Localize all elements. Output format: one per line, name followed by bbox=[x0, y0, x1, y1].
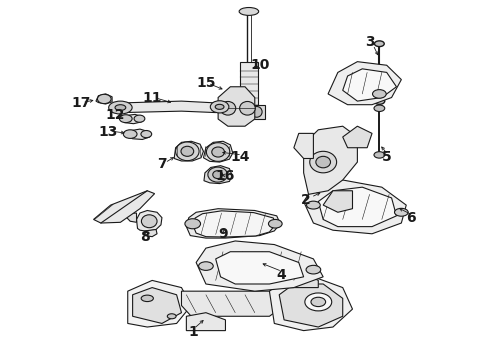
Ellipse shape bbox=[206, 143, 230, 161]
Ellipse shape bbox=[167, 314, 176, 319]
Polygon shape bbox=[233, 105, 265, 119]
Text: 15: 15 bbox=[196, 76, 216, 90]
Polygon shape bbox=[181, 291, 284, 316]
Polygon shape bbox=[279, 284, 343, 327]
Polygon shape bbox=[218, 87, 255, 126]
Polygon shape bbox=[318, 187, 396, 226]
Text: 3: 3 bbox=[365, 35, 374, 49]
Ellipse shape bbox=[120, 115, 132, 123]
Polygon shape bbox=[108, 101, 223, 113]
Polygon shape bbox=[328, 62, 401, 105]
Polygon shape bbox=[145, 229, 157, 237]
Polygon shape bbox=[304, 126, 357, 194]
Polygon shape bbox=[174, 141, 203, 161]
Polygon shape bbox=[133, 288, 181, 323]
Ellipse shape bbox=[109, 101, 132, 114]
Polygon shape bbox=[284, 273, 318, 288]
Polygon shape bbox=[186, 209, 280, 238]
Ellipse shape bbox=[251, 107, 262, 117]
Polygon shape bbox=[270, 277, 352, 330]
Polygon shape bbox=[193, 211, 275, 237]
Polygon shape bbox=[203, 141, 233, 162]
Polygon shape bbox=[127, 213, 137, 222]
Ellipse shape bbox=[374, 105, 385, 112]
Ellipse shape bbox=[198, 262, 213, 270]
Text: 11: 11 bbox=[143, 90, 162, 104]
Ellipse shape bbox=[306, 265, 321, 274]
Polygon shape bbox=[216, 252, 304, 284]
Text: 13: 13 bbox=[98, 125, 118, 139]
Text: 17: 17 bbox=[72, 96, 91, 110]
Polygon shape bbox=[240, 62, 258, 108]
Ellipse shape bbox=[316, 156, 331, 168]
Text: 16: 16 bbox=[216, 170, 235, 183]
Ellipse shape bbox=[175, 142, 199, 161]
Ellipse shape bbox=[141, 131, 152, 138]
Text: 9: 9 bbox=[218, 227, 228, 241]
Ellipse shape bbox=[307, 201, 320, 209]
Ellipse shape bbox=[210, 101, 229, 113]
Ellipse shape bbox=[115, 105, 126, 111]
Polygon shape bbox=[343, 126, 372, 148]
Ellipse shape bbox=[374, 98, 385, 104]
Text: 1: 1 bbox=[189, 325, 198, 339]
Ellipse shape bbox=[311, 297, 326, 307]
Polygon shape bbox=[96, 94, 112, 104]
Text: 8: 8 bbox=[140, 230, 150, 244]
Ellipse shape bbox=[240, 102, 255, 115]
Ellipse shape bbox=[215, 104, 224, 109]
Polygon shape bbox=[94, 191, 155, 223]
Ellipse shape bbox=[212, 147, 224, 157]
Polygon shape bbox=[127, 129, 150, 139]
Ellipse shape bbox=[123, 130, 137, 138]
Polygon shape bbox=[304, 180, 406, 234]
Ellipse shape bbox=[237, 107, 247, 117]
Ellipse shape bbox=[142, 215, 157, 228]
Text: 10: 10 bbox=[250, 58, 270, 72]
Polygon shape bbox=[204, 166, 232, 184]
Ellipse shape bbox=[181, 146, 194, 156]
Text: 12: 12 bbox=[106, 108, 125, 122]
Ellipse shape bbox=[310, 151, 337, 173]
Polygon shape bbox=[196, 241, 323, 291]
Ellipse shape bbox=[220, 102, 236, 115]
Ellipse shape bbox=[239, 8, 259, 15]
Text: 4: 4 bbox=[277, 268, 287, 282]
Ellipse shape bbox=[374, 152, 385, 158]
Ellipse shape bbox=[394, 208, 408, 216]
Ellipse shape bbox=[98, 94, 111, 104]
Polygon shape bbox=[186, 313, 225, 330]
Text: 2: 2 bbox=[301, 193, 311, 207]
Polygon shape bbox=[294, 134, 314, 158]
Text: 7: 7 bbox=[157, 157, 167, 171]
Ellipse shape bbox=[185, 219, 200, 229]
Text: 5: 5 bbox=[382, 150, 392, 164]
Ellipse shape bbox=[305, 293, 332, 311]
Ellipse shape bbox=[269, 220, 282, 228]
Text: 6: 6 bbox=[406, 211, 416, 225]
Ellipse shape bbox=[141, 295, 153, 302]
Polygon shape bbox=[128, 280, 191, 327]
Ellipse shape bbox=[374, 41, 384, 46]
Ellipse shape bbox=[372, 90, 386, 98]
Polygon shape bbox=[323, 191, 352, 212]
Polygon shape bbox=[122, 114, 143, 124]
Ellipse shape bbox=[208, 167, 227, 182]
Ellipse shape bbox=[213, 171, 222, 179]
Text: 14: 14 bbox=[230, 150, 250, 164]
Polygon shape bbox=[137, 211, 162, 231]
Polygon shape bbox=[343, 69, 396, 101]
Ellipse shape bbox=[134, 115, 145, 122]
